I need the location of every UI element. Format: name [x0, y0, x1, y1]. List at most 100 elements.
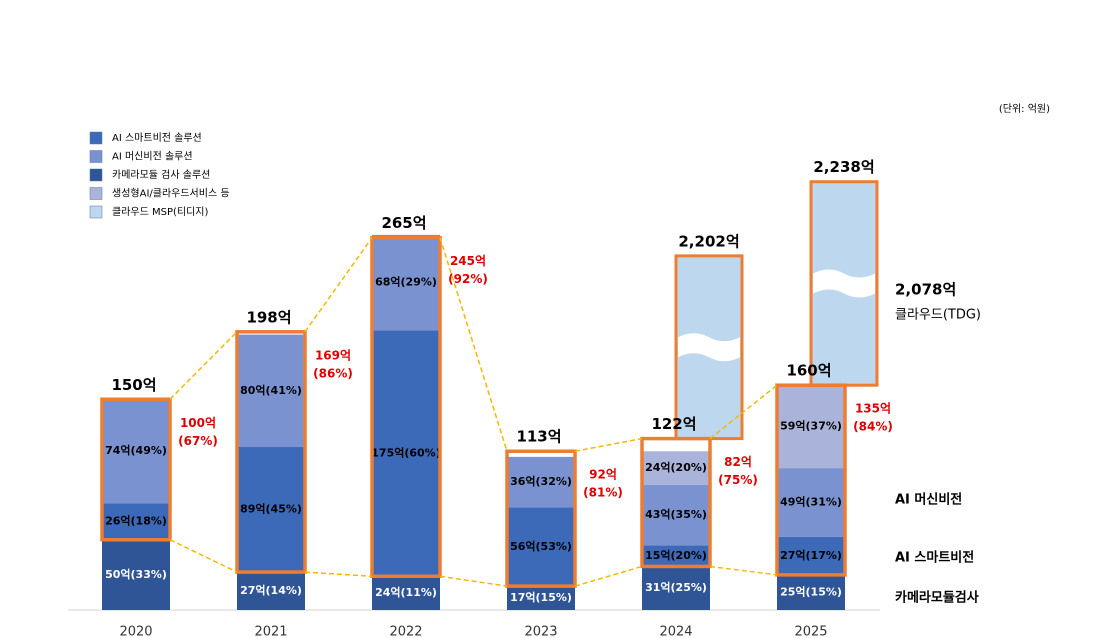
x-tick-label: 2023: [524, 625, 557, 638]
break-wave: [813, 269, 875, 298]
total-label: 198억: [246, 308, 291, 326]
bar-segment: [777, 574, 845, 610]
bar-segment: [102, 503, 170, 540]
side-label: AI 스마트비전: [895, 550, 974, 566]
segment-label: 27억(17%): [780, 549, 842, 562]
legend-swatch: [89, 131, 103, 145]
bar-segment: [372, 234, 440, 331]
growth-label: (84%): [853, 420, 893, 434]
connector: [304, 237, 373, 333]
connector: [169, 539, 238, 573]
legend-label: 클라우드 MSP(티디지): [112, 206, 208, 218]
growth-label: 135억: [855, 402, 891, 416]
growth-label: 92억: [589, 468, 617, 482]
bar-segment: [507, 586, 575, 610]
total-box: [100, 397, 172, 542]
connector: [574, 565, 643, 587]
total-label: 122억: [651, 415, 696, 433]
total-box: [235, 330, 307, 574]
segment-label: 26억(18%): [105, 514, 167, 527]
cloud-total-label: 2,238억: [813, 158, 874, 176]
bar-segment: [507, 456, 575, 508]
connector: [439, 575, 508, 587]
growth-label: (67%): [178, 434, 218, 448]
segment-label: 25억(15%): [780, 585, 842, 598]
bar-segment: [642, 545, 710, 567]
legend-swatch: [89, 150, 103, 163]
side-label: 클라우드(TDG): [895, 308, 981, 323]
growth-label: (75%): [718, 473, 758, 487]
segment-label: 80억(41%): [240, 384, 302, 397]
cloud-value-label: 2,078억: [895, 281, 956, 299]
total-label: 160억: [786, 362, 831, 380]
total-box: [640, 436, 712, 569]
segment-label: 68억(29%): [375, 276, 437, 289]
growth-label: 100억: [180, 416, 216, 430]
connector: [574, 437, 643, 452]
legend-swatch: [89, 205, 103, 219]
x-tick-label: 2020: [119, 625, 152, 638]
total-label: 265억: [381, 214, 426, 232]
bar-segment: [642, 451, 710, 485]
segment-label: 15억(20%): [645, 549, 707, 562]
segment-label: 43억(35%): [645, 508, 707, 521]
growth-label: 245억: [450, 254, 486, 268]
segment-label: 24억(20%): [645, 461, 707, 474]
total-box: [370, 235, 442, 579]
growth-label: 169억: [315, 348, 351, 362]
total-box: [775, 383, 847, 577]
bar-segment: [777, 468, 845, 537]
break-wave: [678, 333, 740, 362]
total-label: 150억: [111, 376, 156, 394]
legend-swatch: [89, 168, 103, 182]
unit-note: (단위: 억원): [999, 102, 1050, 115]
bar-segment: [237, 334, 305, 448]
segment-label: 24억(11%): [375, 586, 437, 599]
bar-segment: [237, 447, 305, 573]
bar-segment: [777, 536, 845, 575]
side-label: 카메라모듈검사: [895, 590, 979, 606]
segment-label: 17억(15%): [510, 591, 572, 604]
growth-label: (92%): [448, 272, 488, 286]
side-label: AI 머신비전: [895, 492, 962, 508]
connector: [709, 565, 778, 576]
segment-label: 31억(25%): [645, 581, 707, 594]
segment-label: 36억(32%): [510, 475, 572, 488]
connector: [304, 571, 373, 578]
legend-label: 생성형AI/클라우드서비스 등: [112, 188, 230, 200]
segment-label: 27억(14%): [240, 584, 302, 597]
bar-segment: [642, 566, 710, 610]
bar-segment: [507, 507, 575, 587]
x-tick-label: 2025: [794, 625, 827, 638]
segment-label: 50억(33%): [105, 568, 167, 581]
x-tick-label: 2022: [389, 625, 422, 638]
legend-swatch: [89, 187, 103, 200]
connector: [169, 331, 238, 400]
total-box: [505, 449, 577, 588]
bar-segment: [372, 330, 440, 577]
legend-label: 카메라모듈 검사 솔루션: [112, 169, 210, 181]
segment-label: 56억(53%): [510, 540, 572, 553]
bar-segment: [102, 399, 170, 504]
bar-segment: [237, 572, 305, 610]
segment-label: 59억(37%): [780, 420, 842, 433]
bar-segment: [102, 539, 170, 610]
segment-label: 49억(31%): [780, 496, 842, 509]
legend-label: AI 머신비전 솔루션: [112, 151, 193, 163]
bar-segment: [642, 484, 710, 546]
segment-label: 175억(60%): [371, 446, 440, 459]
connector: [439, 237, 508, 452]
x-tick-label: 2024: [659, 625, 692, 638]
segment-label: 89억(45%): [240, 503, 302, 516]
connector: [709, 384, 778, 440]
x-tick-label: 2021: [254, 625, 287, 638]
growth-label: 82억: [724, 455, 752, 469]
legend-label: AI 스마트비전 솔루션: [112, 132, 202, 144]
bar-segment: [777, 385, 845, 469]
segment-label: 74억(49%): [105, 444, 167, 457]
total-label: 113억: [516, 428, 561, 446]
growth-label: (81%): [583, 486, 623, 500]
cloud-total-label: 2,202억: [678, 232, 739, 250]
growth-label: (86%): [313, 366, 353, 380]
